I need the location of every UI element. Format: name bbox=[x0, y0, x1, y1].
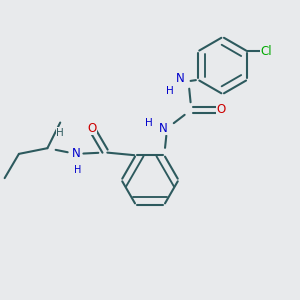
Text: H: H bbox=[145, 118, 152, 128]
Text: H: H bbox=[166, 86, 174, 96]
Text: Cl: Cl bbox=[260, 45, 272, 58]
Text: O: O bbox=[217, 103, 226, 116]
Text: H: H bbox=[56, 128, 64, 137]
Text: N: N bbox=[158, 122, 167, 135]
Text: N: N bbox=[176, 72, 184, 85]
Text: H: H bbox=[74, 165, 81, 175]
Text: N: N bbox=[71, 147, 80, 161]
Text: O: O bbox=[87, 122, 96, 135]
